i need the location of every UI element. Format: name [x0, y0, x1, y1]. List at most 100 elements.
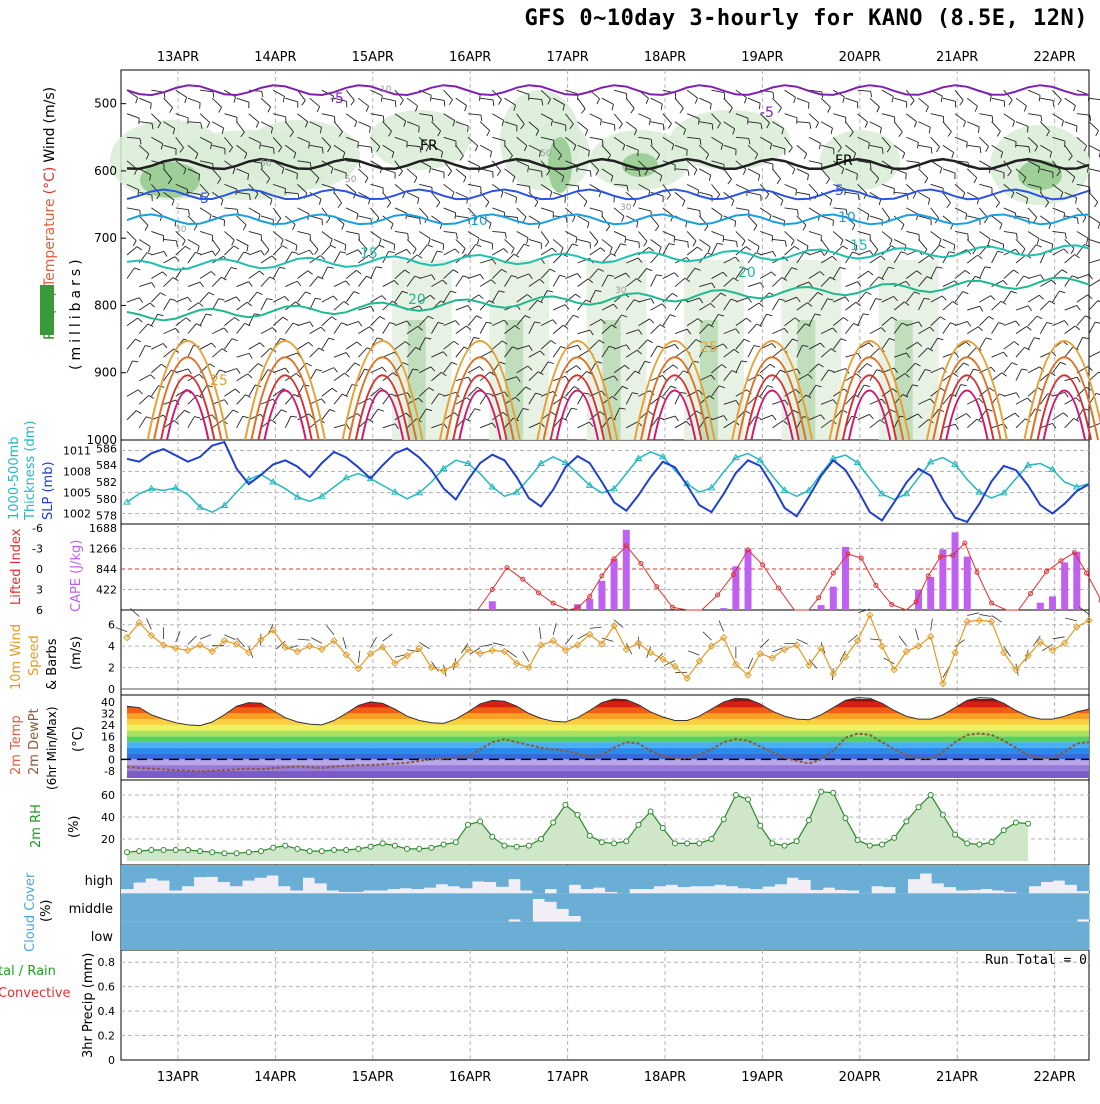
wind-barb-flag: [1077, 377, 1080, 382]
cloud-bar: [726, 865, 739, 886]
wind-barb-flag: [980, 147, 981, 153]
cloud-bar: [859, 922, 872, 950]
cloud-bar: [169, 865, 182, 891]
wind-barb: [967, 216, 980, 219]
wind-barb-flag: [688, 242, 689, 248]
date-label-bottom: 21APR: [936, 1070, 978, 1085]
cloud-bar: [992, 922, 1005, 950]
wind-barb: [894, 192, 907, 193]
wind-barb: [1004, 231, 1017, 233]
cloud-bar: [242, 922, 255, 950]
wind-barb-flag: [794, 246, 799, 249]
cloud-bar: [448, 893, 461, 921]
wind-barb: [894, 122, 902, 132]
wind-barb: [139, 417, 146, 428]
rh-marker: [697, 841, 702, 846]
cloud-bar: [278, 865, 291, 886]
wind-barb-flag: [387, 203, 391, 208]
wind-barb: [858, 271, 869, 278]
precip-tick: 0.4: [98, 1005, 116, 1018]
wind-barb-flag: [150, 303, 154, 307]
wind-barb-flag: [754, 346, 760, 347]
wind-barb: [249, 292, 257, 302]
wind-barb: [651, 122, 664, 124]
rh-marker: [380, 841, 385, 846]
wind-barb: [151, 343, 163, 349]
rh-marker: [819, 789, 824, 794]
wind-barb: [565, 408, 571, 420]
cloud-bar: [230, 865, 243, 886]
rh-marker: [563, 802, 568, 807]
wind-barb: [785, 90, 796, 97]
wind-barb-flag: [1024, 276, 1030, 278]
wind-barb-flag: [1062, 270, 1067, 273]
wind-barb-flag: [170, 108, 173, 113]
cloud-bar: [145, 922, 158, 950]
wind-barb: [772, 216, 784, 221]
wind-barb-flag: [667, 195, 671, 200]
wind-barb: [334, 353, 346, 358]
wind-barb-flag: [585, 130, 587, 136]
rh-marker: [429, 845, 434, 850]
cloud-bar: [678, 893, 691, 921]
wind-barb-flag: [272, 256, 276, 260]
cloud-bar: [194, 893, 207, 921]
wind-barb-flag: [170, 299, 176, 301]
wind-barb-flag: [389, 251, 395, 252]
wind-barb-flag: [985, 267, 991, 268]
cloud-bar: [1041, 865, 1054, 882]
wind-barb-flag: [1004, 352, 1008, 357]
wind-barb: [127, 208, 140, 210]
cloud-bar: [327, 922, 340, 950]
cloud-bar: [823, 865, 836, 888]
wind-barb-flag: [573, 315, 579, 317]
rh-marker: [977, 842, 982, 847]
wind-barb-flag: [321, 399, 325, 404]
wind-barb-flag: [185, 97, 187, 103]
rh-marker: [587, 833, 592, 838]
cloud-bar: [1016, 865, 1029, 893]
wind-barb-flag: [277, 218, 281, 223]
wind-barb-flag: [448, 171, 452, 176]
cloud-bar: [726, 893, 739, 921]
contour-label: FR: [835, 153, 853, 169]
wind-barb-flag: [688, 170, 689, 176]
cape-bar: [598, 581, 605, 610]
wind-barb-flag: [427, 245, 433, 247]
wind-barb: [127, 298, 139, 302]
wind-barb: [785, 231, 795, 240]
wind-barb-flag: [382, 296, 386, 300]
wind-barb-flag: [571, 408, 577, 409]
wind-barb: [468, 409, 475, 420]
cloud-bar: [883, 922, 896, 950]
cloud-bar: [895, 893, 908, 921]
cloud-bar: [145, 893, 158, 921]
cloud-bar: [847, 865, 860, 891]
wind-barb-flag: [948, 132, 951, 137]
cloud-bar: [375, 893, 388, 921]
wind-barb-flag: [505, 233, 506, 239]
wind-barb-flag: [1077, 218, 1078, 224]
wind-barb: [346, 231, 359, 233]
wind-barb-flag: [1011, 291, 1017, 293]
cloud-bar: [121, 865, 134, 889]
wind-barb-flag: [918, 142, 919, 148]
cloud-bar: [387, 865, 400, 889]
wind-barb: [285, 98, 297, 102]
cloud-bar: [629, 865, 642, 889]
wind-barb: [870, 348, 880, 357]
cloud-bar: [206, 893, 219, 921]
cloud-bar: [1077, 893, 1090, 919]
wind-barb: [1016, 122, 1028, 127]
wind-barb-flag: [708, 247, 710, 253]
wind-barb: [651, 325, 660, 334]
wind-barb-flag: [224, 328, 228, 332]
wind-barb-flag: [262, 91, 263, 97]
wind-barb: [237, 416, 243, 427]
wind-barb: [480, 98, 493, 100]
wind-barb-flag: [197, 395, 202, 398]
cloud-bar: [411, 922, 424, 950]
wind-barb-flag: [315, 249, 318, 254]
wind-barb-flag: [830, 200, 832, 206]
wind-barb-flag: [283, 317, 288, 320]
